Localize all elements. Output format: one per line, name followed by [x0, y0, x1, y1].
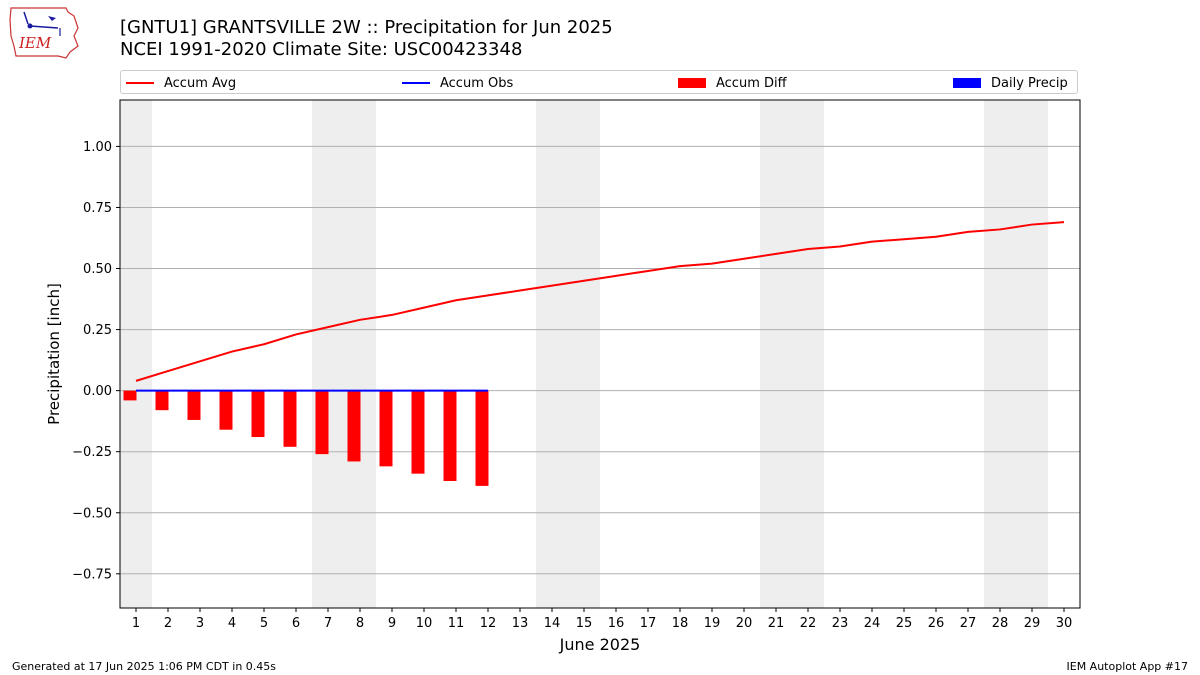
y-tick-label: −0.75 — [72, 567, 112, 582]
x-tick-label: 11 — [448, 616, 465, 631]
legend-item-accum-avg: Accum Avg — [126, 74, 236, 92]
weekend-shade-0 — [120, 100, 152, 608]
weekend-shade-3 — [760, 100, 824, 608]
x-tick-label: 1 — [132, 616, 140, 631]
legend-swatch-accum-avg — [126, 82, 154, 84]
x-axis-label: June 2025 — [559, 635, 641, 654]
x-tick-label: 29 — [1024, 616, 1041, 631]
x-tick-label: 19 — [704, 616, 721, 631]
y-tick-label: 0.75 — [83, 201, 112, 216]
legend: Accum Avg Accum Obs Accum Diff Daily Pre… — [120, 70, 1078, 94]
accum-diff-bar — [443, 390, 457, 481]
x-tick-label: 8 — [356, 616, 364, 631]
legend-label-accum-diff: Accum Diff — [716, 75, 787, 91]
legend-label-accum-obs: Accum Obs — [440, 75, 514, 91]
x-tick-label: 24 — [864, 616, 881, 631]
legend-swatch-accum-obs — [402, 82, 430, 84]
accum-diff-bar — [219, 390, 233, 430]
x-tick-label: 21 — [768, 616, 785, 631]
chart-subtitle: NCEI 1991-2020 Climate Site: USC00423348 — [120, 39, 523, 60]
legend-swatch-daily-precip — [953, 78, 981, 88]
x-tick-label: 16 — [608, 616, 625, 631]
y-axis-label: Precipitation [inch] — [45, 283, 63, 425]
accum-diff-bar — [155, 390, 169, 411]
x-tick-label: 15 — [576, 616, 593, 631]
y-tick-label: 1.00 — [83, 140, 112, 155]
accum-avg-line — [135, 221, 1065, 382]
accum-diff-bar — [475, 390, 489, 486]
x-tick-label: 23 — [832, 616, 849, 631]
x-tick-label: 18 — [672, 616, 689, 631]
weekend-shade-4 — [984, 100, 1048, 608]
x-tick-label: 6 — [292, 616, 300, 631]
x-tick-label: 7 — [324, 616, 332, 631]
accum-diff-bar — [283, 390, 297, 447]
legend-swatch-accum-diff — [678, 78, 706, 88]
y-tick-label: 0.00 — [83, 384, 112, 399]
footer-generated-text: Generated at 17 Jun 2025 1:06 PM CDT in … — [12, 660, 277, 673]
plot-frame — [119, 99, 1081, 609]
x-tick-label: 22 — [800, 616, 817, 631]
legend-item-daily-precip: Daily Precip — [953, 74, 1068, 92]
x-tick-label: 14 — [544, 616, 561, 631]
y-tick-label: 0.25 — [83, 323, 112, 338]
accum-diff-bar — [379, 390, 393, 467]
x-tick-label: 4 — [228, 616, 236, 631]
x-tick-label: 27 — [960, 616, 977, 631]
accum-diff-bar — [315, 390, 329, 455]
x-tick-label: 26 — [928, 616, 945, 631]
x-tick-label: 10 — [416, 616, 433, 631]
x-tick-label: 9 — [388, 616, 396, 631]
accum-diff-bar — [347, 390, 361, 462]
legend-label-daily-precip: Daily Precip — [991, 75, 1068, 91]
weekend-shade-2 — [536, 100, 600, 608]
x-tick-label: 30 — [1056, 616, 1073, 631]
x-tick-label: 13 — [512, 616, 529, 631]
x-tick-label: 12 — [480, 616, 497, 631]
y-tick-label: 0.50 — [83, 262, 112, 277]
y-tick-label: −0.50 — [72, 506, 112, 521]
footer-app-text: IEM Autoplot App #17 — [1066, 660, 1189, 673]
chart-title: [GNTU1] GRANTSVILLE 2W :: Precipitation … — [120, 17, 613, 38]
x-tick-label: 3 — [196, 616, 204, 631]
accum-diff-bar — [187, 390, 201, 420]
x-tick-label: 20 — [736, 616, 753, 631]
legend-item-accum-diff: Accum Diff — [678, 74, 787, 92]
legend-label-accum-avg: Accum Avg — [164, 75, 237, 91]
accum-diff-bar — [123, 390, 137, 401]
x-tick-label: 28 — [992, 616, 1009, 631]
weekend-shade-1 — [312, 100, 376, 608]
legend-item-accum-obs: Accum Obs — [402, 74, 513, 92]
logo-text: IEM — [18, 34, 52, 52]
x-tick-label: 2 — [164, 616, 172, 631]
x-tick-label: 25 — [896, 616, 913, 631]
y-tick-label: −0.25 — [72, 445, 112, 460]
accum-diff-bar — [411, 390, 425, 474]
x-tick-label: 17 — [640, 616, 657, 631]
accum-diff-bar — [251, 390, 265, 438]
x-tick-label: 5 — [260, 616, 268, 631]
iem-logo: IEM — [9, 7, 79, 59]
